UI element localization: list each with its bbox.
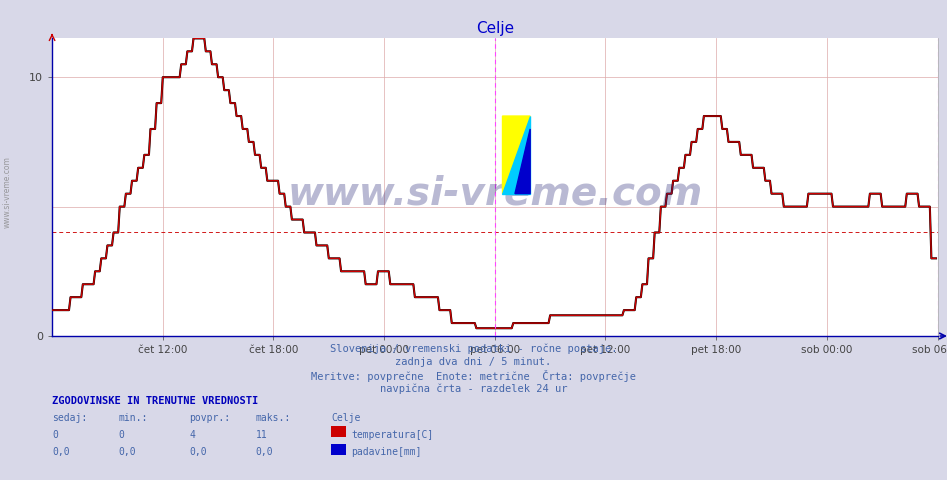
Text: Celje: Celje bbox=[331, 413, 361, 423]
Text: www.si-vreme.com: www.si-vreme.com bbox=[3, 156, 12, 228]
Text: www.si-vreme.com: www.si-vreme.com bbox=[287, 174, 703, 212]
Text: padavine[mm]: padavine[mm] bbox=[351, 447, 421, 457]
Text: ZGODOVINSKE IN TRENUTNE VREDNOSTI: ZGODOVINSKE IN TRENUTNE VREDNOSTI bbox=[52, 396, 259, 406]
Text: Slovenija / vremenski podatki - ročne postaje.: Slovenija / vremenski podatki - ročne po… bbox=[330, 343, 617, 354]
Polygon shape bbox=[503, 116, 530, 193]
Text: povpr.:: povpr.: bbox=[189, 413, 230, 423]
Polygon shape bbox=[515, 129, 530, 193]
Text: maks.:: maks.: bbox=[256, 413, 291, 423]
Text: 0,0: 0,0 bbox=[118, 447, 136, 457]
Text: sedaj:: sedaj: bbox=[52, 413, 87, 423]
Text: 0: 0 bbox=[52, 430, 58, 440]
Polygon shape bbox=[503, 116, 530, 193]
Text: Meritve: povprečne  Enote: metrične  Črta: povprečje: Meritve: povprečne Enote: metrične Črta:… bbox=[311, 370, 636, 382]
Text: 11: 11 bbox=[256, 430, 267, 440]
Text: temperatura[C]: temperatura[C] bbox=[351, 430, 434, 440]
Text: 0,0: 0,0 bbox=[256, 447, 274, 457]
Text: 4: 4 bbox=[189, 430, 195, 440]
Text: 0: 0 bbox=[118, 430, 124, 440]
Text: min.:: min.: bbox=[118, 413, 148, 423]
Title: Celje: Celje bbox=[475, 21, 514, 36]
Text: navpična črta - razdelek 24 ur: navpična črta - razdelek 24 ur bbox=[380, 384, 567, 394]
Text: 0,0: 0,0 bbox=[52, 447, 70, 457]
Text: zadnja dva dni / 5 minut.: zadnja dva dni / 5 minut. bbox=[396, 357, 551, 367]
Text: 0,0: 0,0 bbox=[189, 447, 207, 457]
